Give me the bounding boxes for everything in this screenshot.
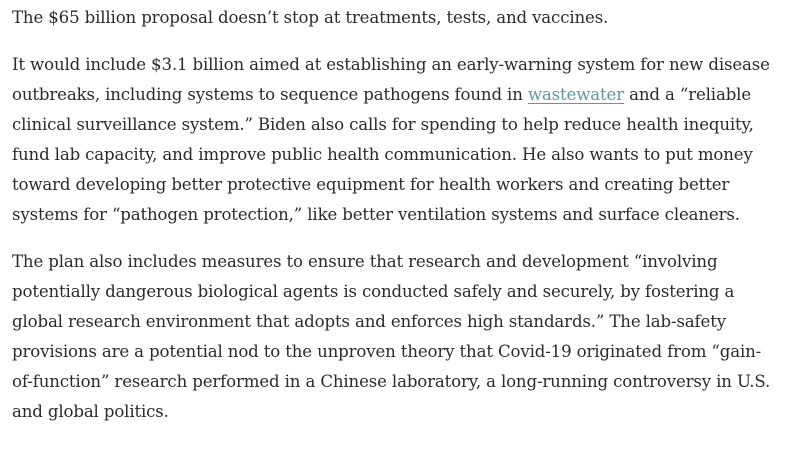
paragraph-1-text: The $65 billion proposal doesn’t stop at… <box>12 8 609 27</box>
paragraph-early-warning: It would include $3.1 billion aimed at e… <box>12 50 777 230</box>
wastewater-link[interactable]: wastewater <box>527 85 624 104</box>
paragraph-2-text-end: and a “reliable clinical surveillance sy… <box>12 85 754 224</box>
paragraph-3-text: The plan also includes measures to ensur… <box>12 252 771 421</box>
paragraph-proposal-intro: The $65 billion proposal doesn’t stop at… <box>12 3 777 33</box>
paragraph-lab-safety: The plan also includes measures to ensur… <box>12 247 777 427</box>
paragraph-2-text-start: It would include $3.1 billion aimed at e… <box>12 55 770 104</box>
